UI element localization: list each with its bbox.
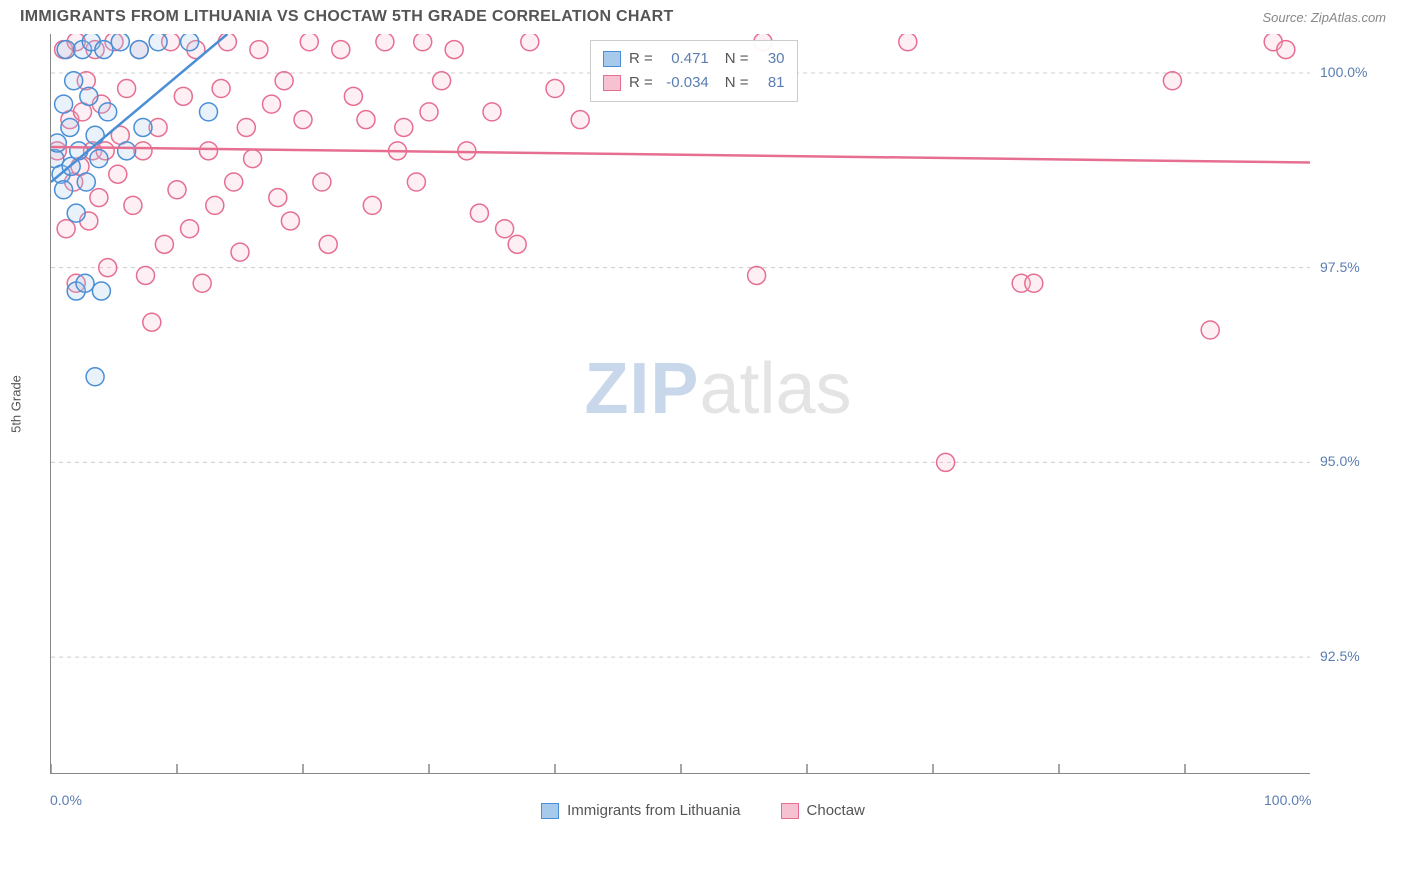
series-swatch (603, 75, 621, 91)
r-label: R = (629, 71, 653, 95)
n-label: N = (725, 47, 749, 71)
chart-area: 5th Grade ZIPatlas R =0.471N =30R =-0.03… (20, 34, 1386, 774)
x-tick-label-max: 100.0% (1264, 792, 1406, 808)
legend-item: Choctaw (781, 802, 865, 819)
legend-label: Choctaw (807, 802, 865, 819)
y-tick-label: 95.0% (1320, 453, 1360, 469)
legend-swatch (541, 803, 559, 819)
correlation-info-box: R = 0.471 N = 30 R = -0.034 N = 81 (590, 40, 798, 102)
y-axis-title: 5th Grade (9, 375, 24, 433)
r-label: R = (629, 47, 653, 71)
n-value: 81 (757, 71, 785, 95)
plot-container: ZIPatlas R =0.471N =30R =-0.034N =81 92.… (50, 34, 1386, 774)
n-label: N = (725, 71, 749, 95)
y-tick-label: 92.5% (1320, 648, 1360, 664)
chart-title: IMMIGRANTS FROM LITHUANIA VS CHOCTAW 5TH… (20, 8, 674, 26)
y-tick-label: 97.5% (1320, 259, 1360, 275)
chart-header: IMMIGRANTS FROM LITHUANIA VS CHOCTAW 5TH… (0, 0, 1406, 30)
legend-item: Immigrants from Lithuania (541, 802, 740, 819)
series-swatch (603, 51, 621, 67)
x-tick-label-min: 0.0% (50, 792, 82, 808)
bottom-legend: Immigrants from Lithuania Choctaw (0, 802, 1406, 819)
y-tick-label: 100.0% (1320, 64, 1367, 80)
info-row: R = -0.034 N = 81 (603, 71, 785, 95)
legend-label: Immigrants from Lithuania (567, 802, 740, 819)
scatter-plot (50, 34, 1310, 774)
r-value: -0.034 (661, 71, 709, 95)
n-value: 30 (757, 47, 785, 71)
source-attribution: Source: ZipAtlas.com (1262, 10, 1386, 25)
legend-swatch (781, 803, 799, 819)
info-row: R = 0.471 N = 30 (603, 47, 785, 71)
r-value: 0.471 (661, 47, 709, 71)
